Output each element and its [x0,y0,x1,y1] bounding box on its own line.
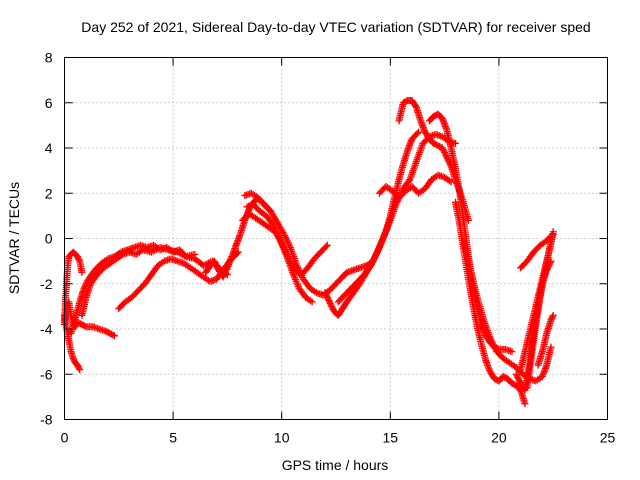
data-point [74,361,82,369]
data-point [221,270,229,278]
data-point [514,375,522,383]
y-tick-label: -2 [40,276,53,292]
data-point [306,297,314,305]
data-point [548,314,556,322]
data-point [213,263,221,271]
data-point [508,348,516,356]
y-tick-label: 0 [45,231,53,247]
data-point [74,253,82,261]
data-point [442,152,450,160]
x-axis-label: GPS time / hours [282,457,389,473]
data-point [413,130,421,138]
data-point [321,289,329,297]
data-point [440,147,448,155]
x-tick-label: 20 [491,430,507,446]
y-tick-label: 6 [45,95,53,111]
data-point [548,313,556,321]
y-tick-label: 4 [45,140,53,156]
data-point [327,301,335,309]
data-point [443,153,451,161]
data-point [324,295,332,303]
data-point [323,293,331,301]
data-point [69,354,77,362]
x-tick-label: 10 [274,430,290,446]
data-point [445,177,453,185]
series-track-k [321,128,423,319]
series-track-v [534,311,557,369]
data-point [512,370,520,378]
data-point [219,273,227,281]
data-point [415,128,423,136]
data-point [220,271,228,279]
series-track-j [243,201,316,306]
data-point [322,243,330,251]
data-point [441,149,449,157]
x-tick-label: 0 [61,430,69,446]
y-tick-label: -8 [40,412,53,428]
data-point [322,290,330,298]
data-point [323,241,331,249]
series-track-l [334,130,459,306]
data-point [223,265,231,273]
data-point [443,155,451,163]
data-point [76,366,84,374]
data-point [75,364,83,372]
data-point [213,262,221,270]
data-point [515,376,523,384]
data-point [221,268,229,276]
data-point [70,356,78,364]
data-point [74,254,82,262]
data-point [444,156,452,164]
y-tick-label: -4 [40,321,53,337]
chart-title: Day 252 of 2021, Sidereal Day-to-day VTE… [81,19,590,35]
data-point [109,331,117,339]
data-point [81,322,89,330]
series-track-e [78,244,231,319]
data-point [75,256,83,264]
x-tick-label: 25 [600,430,616,446]
data-point [451,139,459,147]
data-point [547,316,555,324]
series-track-f [115,248,242,313]
data-point [514,373,522,381]
x-tick-label: 5 [169,430,177,446]
y-axis-ticks: -8 -6 -4 -2 0 2 4 6 8 [40,50,608,428]
series-track-u [517,230,557,272]
data-point [323,292,331,300]
data-point [211,259,219,267]
x-axis-ticks: 0 5 10 15 20 25 [61,57,616,446]
data-point [325,298,333,306]
data-point [328,302,336,310]
data-point [438,144,446,152]
y-tick-label: -6 [40,366,53,382]
data-point [548,231,556,239]
data-point [521,400,529,408]
x-tick-label: 15 [383,430,399,446]
data-point [308,298,316,306]
data-point [325,296,333,304]
y-axis-label: SDTVAR / TECUs [6,182,22,294]
y-tick-label: 8 [45,50,53,66]
data-point [210,257,218,265]
data-point [549,311,557,319]
data-point [110,332,118,340]
data-point [328,304,336,312]
y-tick-label: 2 [45,185,53,201]
series-track-t [517,228,557,374]
data-point [547,343,555,351]
data-point [441,150,449,158]
data-point [326,299,334,307]
data-point [549,230,557,238]
data-point [74,363,82,371]
data-point [439,146,447,154]
data-point [513,372,521,380]
series-track-p [451,198,529,408]
data-point [212,260,220,268]
series-track-m [375,171,455,202]
data-points [61,96,557,408]
data-point [411,102,419,110]
data-point [78,268,86,276]
data-point [222,267,230,275]
